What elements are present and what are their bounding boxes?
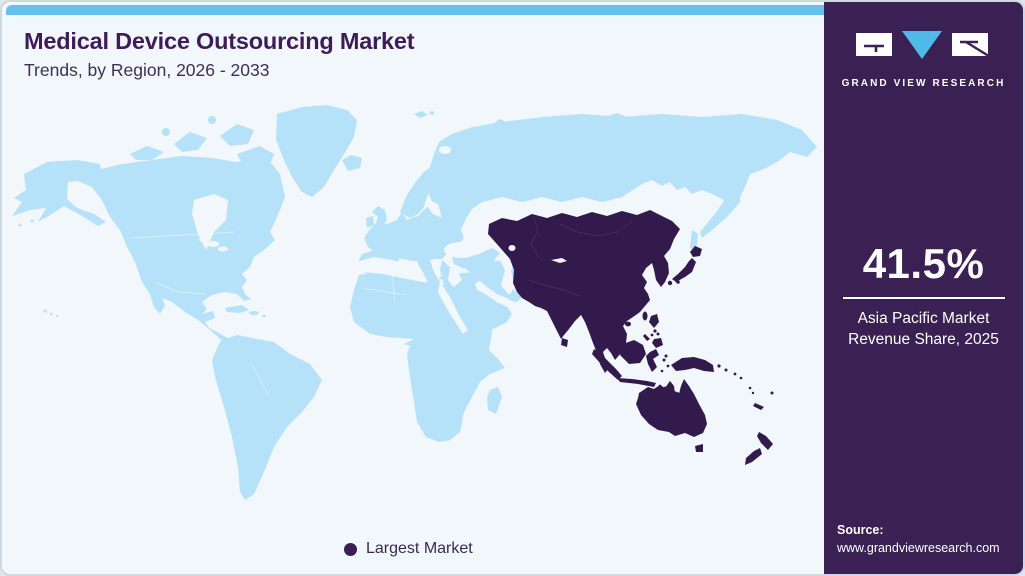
- right-panel: GRAND VIEW RESEARCH 41.5% Asia Pacific M…: [824, 2, 1023, 574]
- largest-market-dot-icon: [344, 542, 357, 556]
- landmass-north-america: [12, 116, 285, 346]
- page-subtitle: Trends, by Region, 2026 - 2033: [24, 60, 270, 80]
- landmass-africa: [350, 270, 505, 442]
- landmass-greenland: [276, 105, 362, 197]
- map-legend: Largest Market: [344, 540, 473, 558]
- source-url: www.grandviewresearch.com: [837, 540, 1000, 555]
- landmass-russia: [412, 113, 817, 254]
- stat-caption-line2: Revenue Share, 2025: [848, 331, 999, 349]
- brand-logo: GRAND VIEW RESEARCH: [824, 28, 1023, 89]
- landmass-south-america: [212, 335, 322, 500]
- brand-name: GRAND VIEW RESEARCH: [841, 78, 1006, 89]
- stat-caption-line1: Asia Pacific Market: [857, 310, 990, 327]
- world-map: [2, 100, 828, 524]
- landmass-south-europe-islands: [417, 252, 454, 301]
- source-block: Source: www.grandviewresearch.com: [837, 521, 1000, 557]
- region-asia-pacific: [488, 210, 774, 465]
- source-label: Source:: [837, 522, 884, 537]
- world-map-svg: [12, 105, 817, 500]
- legend-label: Largest Market: [366, 540, 473, 557]
- gvr-logo-icon: [855, 31, 993, 60]
- headline: Medical Device Outsourcing Market Trends…: [24, 28, 415, 81]
- stat-value: 41.5%: [862, 240, 985, 287]
- stat-divider: [842, 297, 1005, 299]
- page-title: Medical Device Outsourcing Market: [24, 28, 415, 54]
- stat-block: 41.5% Asia Pacific Market Revenue Share,…: [824, 240, 1023, 351]
- country-borders: [129, 215, 633, 399]
- top-accent-bar: [6, 5, 826, 15]
